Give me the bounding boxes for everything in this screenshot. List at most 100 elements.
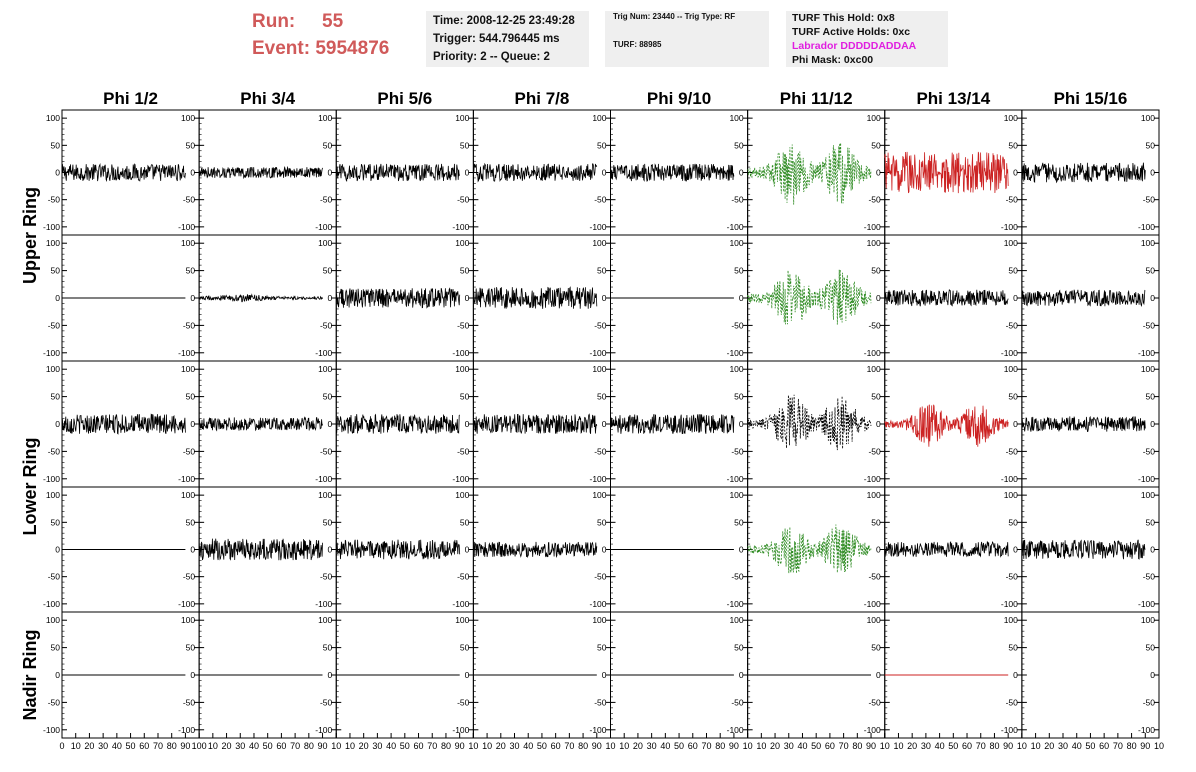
y-tick-label: 0 <box>55 419 60 429</box>
waveform-trace <box>884 404 1009 447</box>
y-tick-label: -100 <box>1138 725 1155 735</box>
y-tick-label: -50 <box>320 697 333 707</box>
x-tick-label: 30 <box>235 741 245 751</box>
y-tick-label: -100 <box>1001 348 1018 358</box>
y-tick-label: -100 <box>1001 599 1018 609</box>
waveform-trace <box>1021 162 1146 184</box>
waveform-trace <box>884 540 1009 558</box>
y-tick-label: -50 <box>594 697 607 707</box>
y-tick-label: 0 <box>876 545 881 555</box>
turf-text: TURF: 88985 <box>613 40 662 49</box>
x-tick-label: 50 <box>263 741 273 751</box>
y-tick-label: 100 <box>1141 238 1155 248</box>
y-tick-label: 50 <box>734 643 744 653</box>
y-tick-label: -100 <box>1138 348 1155 358</box>
waveform-trace <box>1021 289 1146 307</box>
y-tick-label: -50 <box>48 697 61 707</box>
y-tick-label: -50 <box>868 320 881 330</box>
y-tick-label: -100 <box>1001 474 1018 484</box>
y-tick-label: 100 <box>729 238 743 248</box>
y-tick-label: -50 <box>320 195 333 205</box>
ring-label: Lower Ring <box>20 438 40 536</box>
waveform-trace <box>1021 539 1146 560</box>
y-tick-label: 100 <box>455 490 469 500</box>
y-tick-label: 0 <box>1150 168 1155 178</box>
priority-text: Priority: 2 -- Queue: 2 <box>433 51 550 63</box>
ring-label: Upper Ring <box>20 187 40 284</box>
y-tick-label: 0 <box>465 419 470 429</box>
y-tick-label: 50 <box>186 643 196 653</box>
x-tick-label: 40 <box>523 741 533 751</box>
y-tick-label: 100 <box>181 615 195 625</box>
y-tick-label: -100 <box>178 474 195 484</box>
y-tick-label: -100 <box>589 725 606 735</box>
y-tick-label: -50 <box>183 697 196 707</box>
x-tick-label: 90 <box>180 741 190 751</box>
y-tick-label: 100 <box>1004 238 1018 248</box>
y-tick-label: -50 <box>457 697 470 707</box>
phi-mask-text: Phi Mask: 0xc00 <box>792 54 874 66</box>
y-tick-label: 0 <box>328 670 333 680</box>
waveform-trace <box>884 151 1009 194</box>
y-tick-label: 100 <box>592 113 606 123</box>
x-tick-label: 10 <box>605 741 615 751</box>
y-tick-label: -50 <box>594 195 607 205</box>
y-tick-label: 0 <box>876 670 881 680</box>
y-tick-label: 50 <box>734 266 744 276</box>
waveform-trace <box>198 165 323 180</box>
y-tick-label: -50 <box>731 697 744 707</box>
x-tick-label: 10 <box>1031 741 1041 751</box>
y-tick-label: -100 <box>864 474 881 484</box>
y-tick-label: 0 <box>328 168 333 178</box>
x-tick-label: 40 <box>112 741 122 751</box>
y-tick-label: -50 <box>731 446 744 456</box>
y-tick-label: 50 <box>734 140 744 150</box>
y-tick-label: 100 <box>867 615 881 625</box>
y-tick-label: -100 <box>864 222 881 232</box>
y-tick-label: 100 <box>46 238 60 248</box>
time-text: Time: 2008-12-25 23:49:28 <box>433 15 575 27</box>
x-tick-label: 10 <box>893 741 903 751</box>
x-tick-label: 60 <box>414 741 424 751</box>
turf-info-box: TURF This Hold: 0x8 TURF Active Holds: 0… <box>786 11 948 67</box>
y-tick-label: 100 <box>867 364 881 374</box>
waveform-trace <box>884 289 1009 307</box>
panel-frame <box>1021 109 1160 236</box>
trigger-text: Trigger: 544.796445 ms <box>433 33 560 45</box>
y-tick-label: 100 <box>181 364 195 374</box>
y-tick-label: -100 <box>1138 599 1155 609</box>
y-tick-label: 100 <box>1141 615 1155 625</box>
y-tick-label: -50 <box>1143 697 1156 707</box>
waveform-trace <box>198 538 323 561</box>
y-tick-label: -50 <box>48 572 61 582</box>
waveform-trace <box>747 142 872 205</box>
y-tick-label: -50 <box>457 446 470 456</box>
y-tick-label: -50 <box>731 195 744 205</box>
x-tick-label: 10 <box>71 741 81 751</box>
column-header: Phi 5/6 <box>377 89 432 108</box>
y-tick-label: -100 <box>43 474 60 484</box>
y-tick-label: -50 <box>48 446 61 456</box>
y-tick-label: 0 <box>1150 293 1155 303</box>
x-tick-label: 40 <box>797 741 807 751</box>
x-tick-label: 60 <box>276 741 286 751</box>
y-tick-label: 50 <box>323 517 333 527</box>
y-tick-label: 0 <box>1150 545 1155 555</box>
column-header: Phi 15/16 <box>1054 89 1128 108</box>
x-tick-label: 30 <box>921 741 931 751</box>
x-tick-label: 50 <box>948 741 958 751</box>
y-tick-label: 100 <box>455 364 469 374</box>
column-header: Phi 1/2 <box>103 89 158 108</box>
y-tick-label: 100 <box>455 238 469 248</box>
y-tick-label: -50 <box>594 320 607 330</box>
y-tick-label: -50 <box>868 446 881 456</box>
y-tick-label: 50 <box>871 140 881 150</box>
y-tick-label: 50 <box>597 643 607 653</box>
waveform-trace <box>473 162 598 183</box>
y-tick-label: 0 <box>328 293 333 303</box>
x-tick-label: 10 <box>468 741 478 751</box>
y-tick-label: -100 <box>727 725 744 735</box>
column-header: Phi 3/4 <box>240 89 295 108</box>
x-tick-label: 20 <box>222 741 232 751</box>
y-tick-label: -100 <box>315 474 332 484</box>
